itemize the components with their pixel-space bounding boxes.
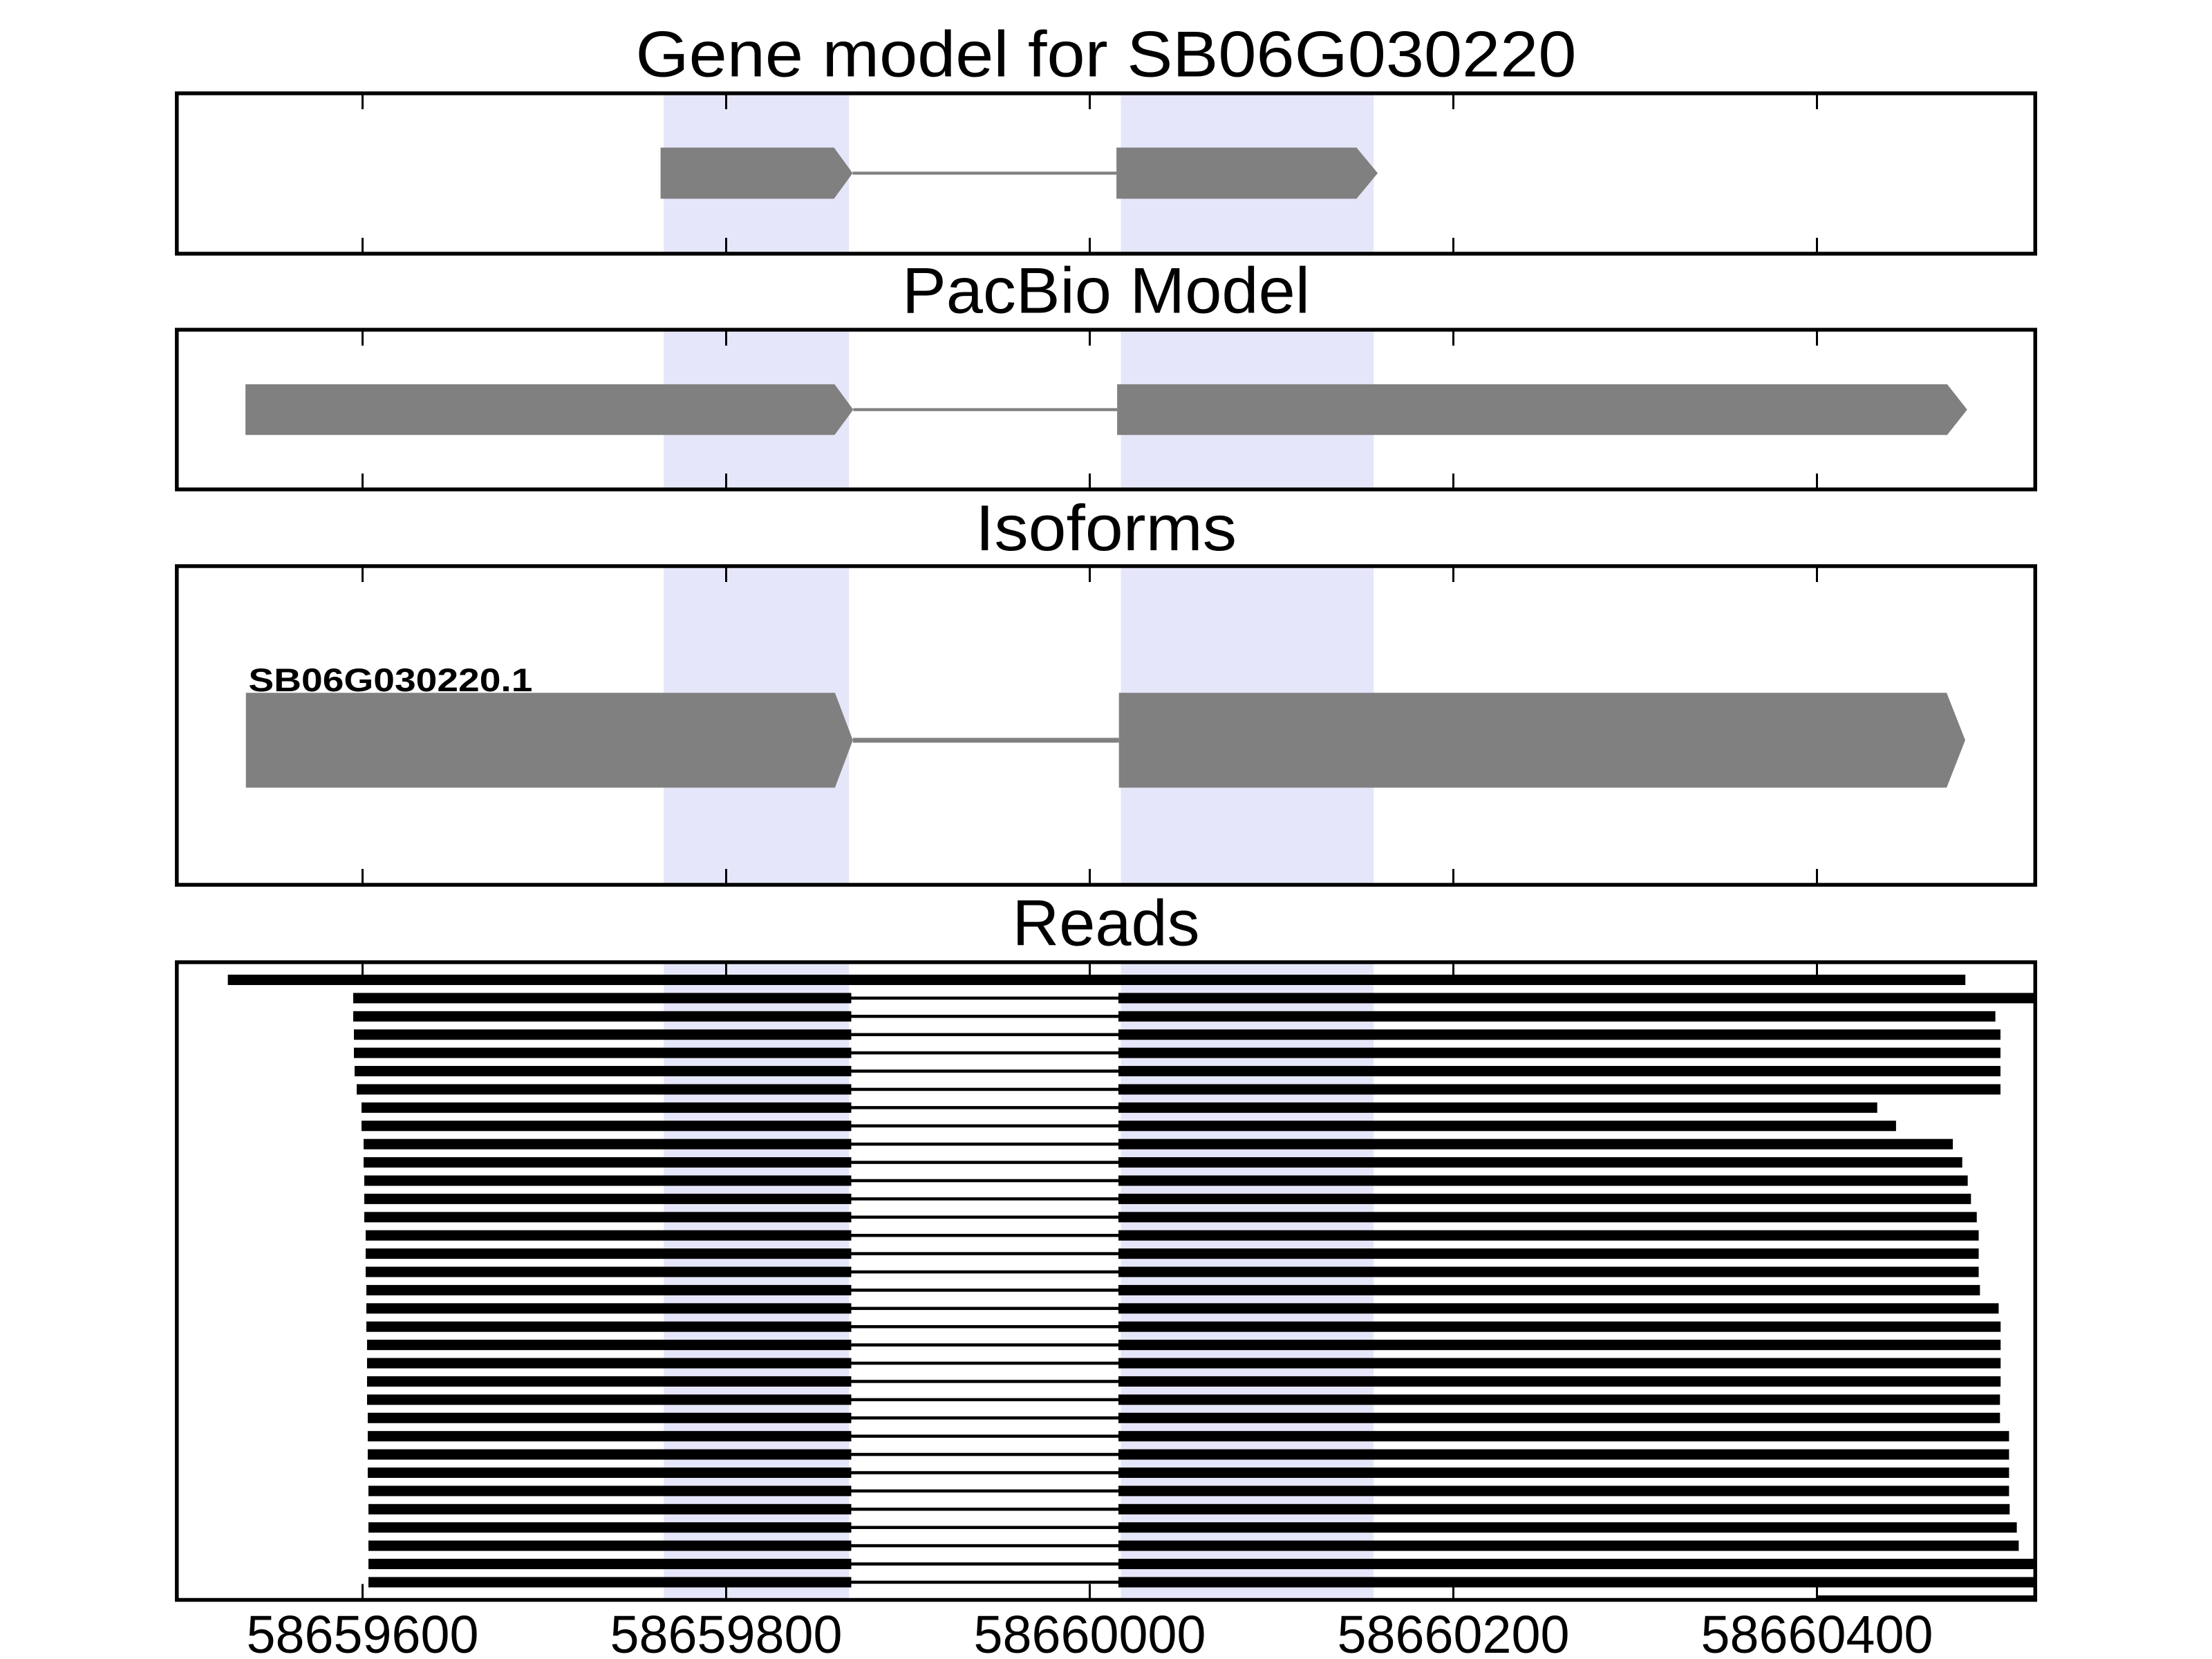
svg-text:58659600: 58659600 — [247, 1605, 479, 1659]
svg-text:58660000: 58660000 — [974, 1605, 1206, 1659]
svg-text:58660200: 58660200 — [1338, 1605, 1570, 1659]
svg-text:SB06G030220.1: SB06G030220.1 — [248, 662, 532, 698]
svg-text:PacBio Model: PacBio Model — [902, 254, 1310, 327]
svg-text:Isoforms: Isoforms — [975, 491, 1237, 564]
svg-text:58660400: 58660400 — [1701, 1605, 1933, 1659]
svg-text:58659800: 58659800 — [610, 1605, 843, 1659]
svg-text:Gene model for SB06G030220: Gene model for SB06G030220 — [636, 18, 1577, 91]
svg-text:Reads: Reads — [1013, 887, 1200, 959]
